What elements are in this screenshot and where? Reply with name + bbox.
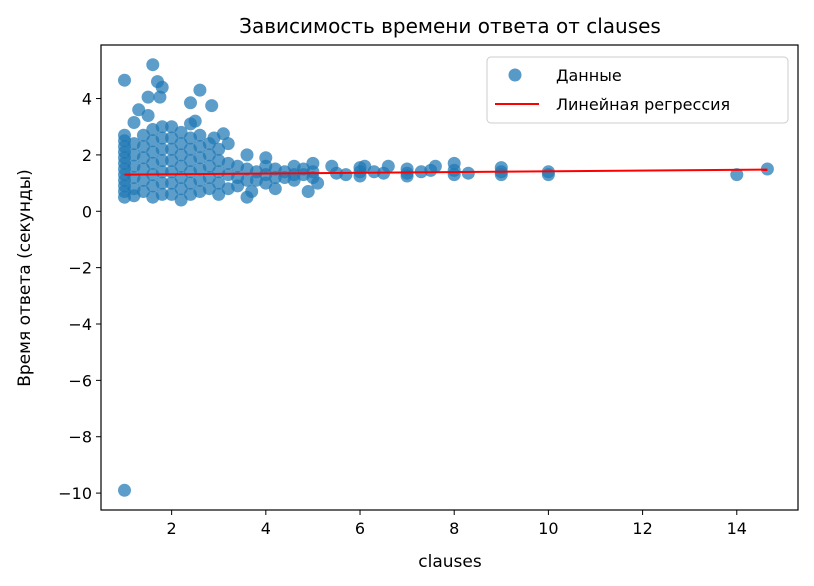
regression-line: [124, 168, 768, 176]
data-point: [202, 182, 216, 196]
y-tick-label: 4: [82, 90, 92, 109]
data-point: [136, 162, 150, 176]
data-point: [118, 483, 131, 497]
y-tick-label: −4: [68, 315, 92, 334]
data-point: [301, 185, 315, 198]
data-point: [193, 128, 207, 142]
y-tick-label: −6: [68, 371, 92, 390]
axes-frame: [100, 44, 799, 511]
data-point: [174, 148, 188, 162]
legend-label-data: Данные: [556, 66, 622, 85]
data-point: [447, 168, 461, 182]
legend-label-regression: Линейная регрессия: [556, 95, 730, 114]
data-point: [155, 131, 169, 145]
data-point: [193, 83, 207, 97]
x-axis-ticks: 2 4 6 8 10 12 14: [167, 510, 747, 538]
data-point: [165, 120, 179, 134]
y-axis-label: Время ответа (секунды): [15, 169, 35, 387]
legend-box: [486, 56, 789, 124]
data-point: [202, 137, 216, 151]
data-point: [730, 168, 744, 182]
x-axis-label: clauses: [418, 552, 482, 572]
data-point: [202, 159, 216, 173]
data-point: [165, 154, 179, 167]
data-point: [136, 173, 150, 187]
data-point: [153, 90, 167, 104]
data-point: [118, 190, 131, 204]
y-tick-label: −2: [68, 259, 92, 278]
data-point: [240, 148, 254, 162]
y-tick-label: 0: [82, 202, 92, 221]
x-tick-label: 6: [355, 519, 365, 538]
scatter-points: [118, 58, 774, 497]
x-tick-label: 12: [632, 519, 652, 538]
data-point: [184, 96, 197, 110]
data-point: [141, 90, 155, 104]
data-point: [136, 128, 150, 142]
data-point: [174, 137, 188, 151]
data-point: [174, 193, 188, 207]
data-point: [494, 168, 508, 182]
data-point: [165, 187, 179, 201]
x-tick-label: 4: [261, 519, 271, 538]
regression-line-layer: [124, 168, 768, 176]
data-point: [311, 176, 325, 190]
legend-marker-data: [508, 68, 522, 82]
data-point: [141, 109, 155, 122]
data-point: [155, 187, 169, 201]
data-point: [259, 176, 273, 190]
data-point: [358, 159, 372, 173]
data-point: [268, 182, 282, 196]
data-point: [212, 176, 226, 190]
data-point: [231, 179, 245, 193]
data-point: [339, 168, 353, 182]
data-point: [132, 103, 146, 117]
data-point: [136, 140, 150, 153]
y-tick-label: 2: [82, 146, 92, 165]
data-point: [221, 137, 235, 151]
data-point: [212, 142, 226, 156]
data-point: [155, 142, 169, 156]
data-point: [127, 116, 141, 129]
plot-area: [100, 44, 799, 511]
data-point: [165, 142, 179, 156]
data-point: [174, 159, 188, 173]
data-point: [155, 176, 169, 190]
y-tick-label: −10: [58, 484, 92, 503]
data-point: [165, 176, 179, 190]
data-point: [155, 120, 169, 134]
data-point: [165, 131, 179, 145]
data-point: [212, 187, 226, 201]
data-point: [541, 168, 555, 182]
data-point: [202, 148, 216, 162]
data-point: [287, 173, 301, 187]
data-point: [155, 80, 169, 94]
legend: Данные Линейная регрессия: [486, 56, 789, 124]
x-tick-label: 2: [167, 519, 177, 538]
x-tick-label: 14: [727, 519, 747, 538]
data-point: [136, 151, 150, 165]
x-tick-label: 10: [538, 519, 558, 538]
data-point: [184, 117, 197, 131]
data-point: [118, 73, 131, 87]
y-tick-label: −8: [68, 428, 92, 447]
data-point: [760, 162, 774, 176]
data-point: [155, 154, 169, 167]
data-point: [174, 125, 188, 139]
data-point: [240, 173, 254, 187]
chart-title: Зависимость времени ответа от clauses: [239, 14, 661, 38]
data-point: [136, 185, 150, 198]
y-axis-ticks: −10 −8 −6 −4 −2 0 2 4: [58, 90, 101, 503]
data-point: [428, 159, 442, 173]
data-point: [205, 99, 219, 113]
data-point: [245, 185, 259, 198]
x-tick-label: 8: [449, 519, 459, 538]
data-point: [381, 159, 395, 173]
data-point: [461, 166, 475, 180]
data-point: [174, 182, 188, 196]
data-point: [146, 58, 160, 72]
